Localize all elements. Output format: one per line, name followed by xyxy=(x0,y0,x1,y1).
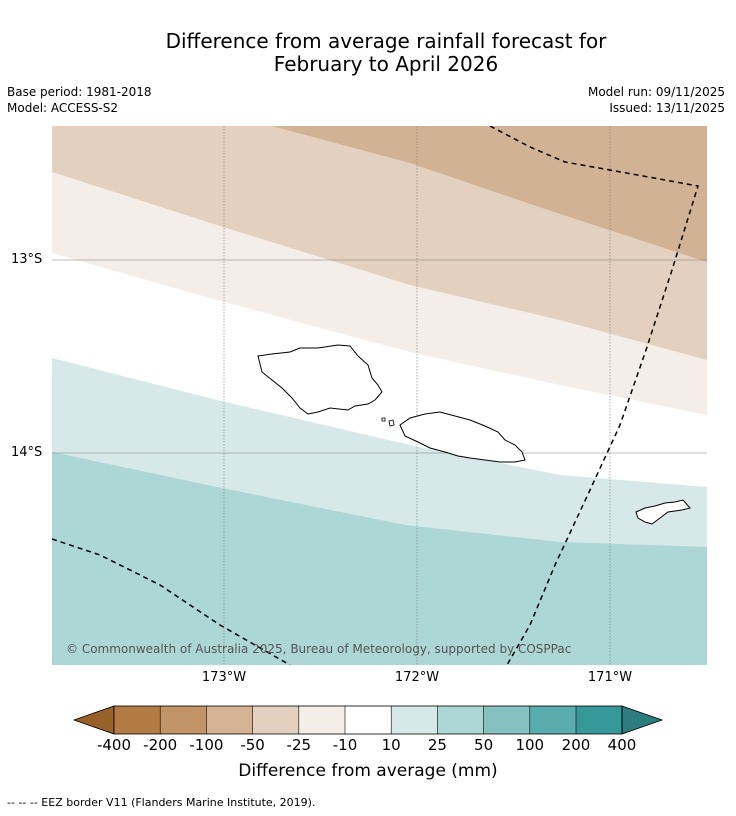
meta-right: Model run: 09/11/2025 Issued: 13/11/2025 xyxy=(588,84,725,116)
tick-label: 100 xyxy=(515,736,545,754)
chart-title: Difference from average rainfall forecas… xyxy=(0,30,736,76)
tick-label: -400 xyxy=(96,736,132,754)
colorbar-swatch xyxy=(345,706,392,734)
colorbar-swatch xyxy=(391,706,438,734)
title-line-2: February to April 2026 xyxy=(273,52,499,76)
lon-label-173w: 173°W xyxy=(201,670,247,685)
tick-label: 200 xyxy=(561,736,591,754)
tick-label: -200 xyxy=(143,736,178,754)
base-period: Base period: 1981-2018 xyxy=(7,85,152,99)
eez-legend-note: -- -- -- EEZ border V11 (Flanders Marine… xyxy=(7,796,316,809)
lon-label-172w: 172°W xyxy=(394,670,440,685)
colorbar-swatch xyxy=(529,706,576,734)
tick-label: 10 xyxy=(381,736,401,754)
island-tutuila xyxy=(635,499,691,525)
island-savaii xyxy=(257,344,383,415)
eez-border-lower xyxy=(52,538,291,665)
colorbar-swatch xyxy=(114,706,161,734)
tick-label: -100 xyxy=(189,736,224,754)
colorbar-outline xyxy=(113,705,623,735)
tick-label: 50 xyxy=(474,736,494,754)
colorbar-swatch xyxy=(160,706,207,734)
tick-label: -25 xyxy=(286,736,312,754)
tick-label: -10 xyxy=(332,736,358,754)
colorbar-swatch xyxy=(252,706,299,734)
island-apolima xyxy=(381,417,386,422)
colorbar-swatch xyxy=(298,706,345,734)
island-manono xyxy=(388,419,395,427)
lon-label-171w: 171°W xyxy=(587,670,633,685)
colorbar-dividers xyxy=(159,706,577,734)
tick-label: -50 xyxy=(240,736,265,754)
lat-label-13s: 13°S xyxy=(11,252,43,267)
title-line-1: Difference from average rainfall forecas… xyxy=(165,29,607,53)
colorbar-right-arrow xyxy=(621,705,664,735)
rainfall-map xyxy=(52,126,707,665)
colorbar-swatch xyxy=(206,706,253,734)
lat-label-14s: 14°S xyxy=(11,445,43,460)
island-upolu xyxy=(399,411,526,463)
meta-left: Base period: 1981-2018 Model: ACCESS-S2 xyxy=(7,84,152,116)
colorbar-swatch xyxy=(483,706,530,734)
model-run: Model run: 09/11/2025 xyxy=(587,85,725,99)
colorbar-swatch xyxy=(576,706,622,734)
zone-plus-25 xyxy=(52,452,707,665)
copyright-text: © Commonwealth of Australia 2025, Bureau… xyxy=(66,642,572,656)
tick-label: 25 xyxy=(427,736,447,754)
issued-date: Issued: 13/11/2025 xyxy=(609,101,725,115)
model-name: Model: ACCESS-S2 xyxy=(7,101,119,115)
colorbar-label: Difference from average (mm) xyxy=(238,761,498,781)
eez-border-upper xyxy=(489,126,699,665)
tick-label: 400 xyxy=(607,736,637,754)
colorbar-left-arrow xyxy=(72,705,115,735)
colorbar-swatch xyxy=(437,706,484,734)
colorbar xyxy=(72,705,664,735)
